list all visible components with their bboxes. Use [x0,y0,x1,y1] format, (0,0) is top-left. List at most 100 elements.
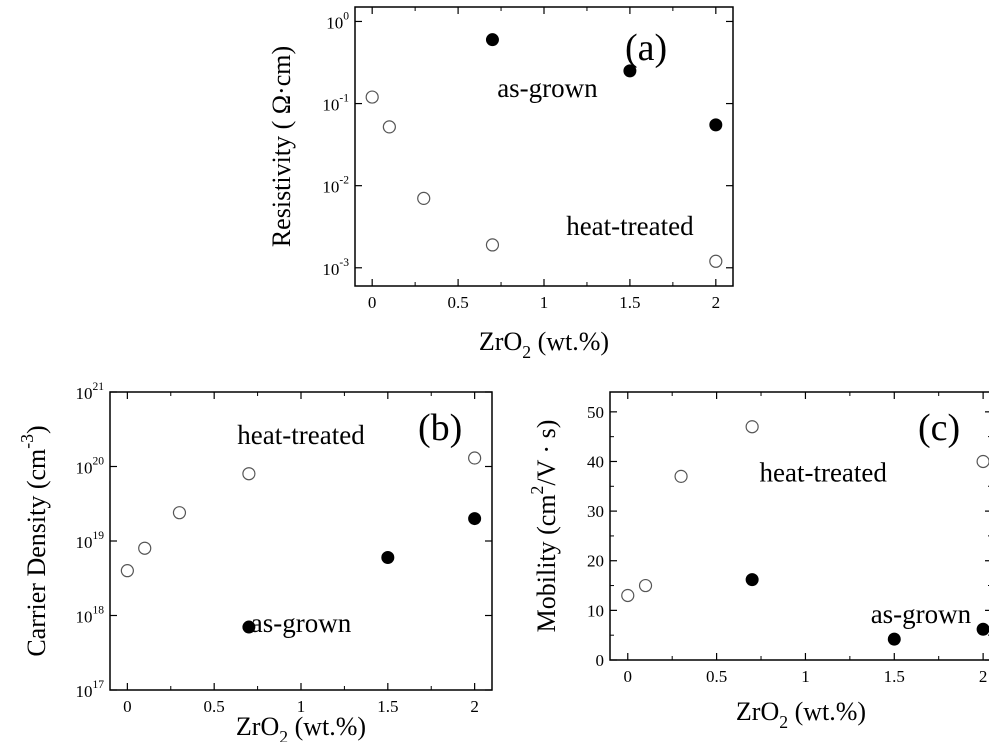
y-tick-label: 30 [587,502,604,521]
as-grown-point [468,512,482,526]
text-part: Carrier Density (cm [22,449,51,657]
plot-frame [609,391,989,661]
text-part: (wt.%) [531,327,609,356]
y-tick-label: 10-3​ [322,256,349,279]
text-part: 10 [75,459,92,478]
x-tick-label: 1 [801,667,810,686]
y-tick-label: 1017​ [75,678,104,701]
heat-treated-point [674,469,688,483]
text-part: (wt.%) [788,697,866,726]
panel-label: (a) [625,27,667,69]
text-part: 19 [92,529,104,542]
text-part: 2 [527,486,547,495]
x-tick-label: 1.5 [884,667,905,686]
y-axis-title: Resistivity ( Ω·cm) [267,46,296,247]
as-grown-point [242,620,256,634]
plot-frame [354,6,734,287]
x-tick-label: 2 [979,667,988,686]
heat-treated-point [485,238,500,252]
text-part: ZrO [479,327,522,356]
text-part: -1 [339,92,349,105]
chart-panel: 0 0.5 1 1.5 2 10-3​ 10-2​ 10-1​ 100​ ZrO2​ (wt.%)… [267,6,734,362]
series-annotation: as-grown [497,73,598,103]
text-part: /V · s) [532,420,561,486]
heat-treated-point [417,191,431,205]
text-part: 10 [75,608,92,627]
text-part: 2 [279,727,288,742]
text-part: -3 [17,434,37,449]
y-tick-label: 20 [587,552,604,571]
x-tick-label: 0 [123,697,132,716]
text-part: 10 [326,13,343,32]
x-tick-label: 1.5 [619,293,640,312]
text-part: 20 [92,455,104,468]
y-tick-label: 1020​ [75,455,104,478]
x-tick-label: 2 [470,697,479,716]
heat-treated-point [976,454,989,469]
text-part: -3 [339,256,349,269]
y-tick-label: 100​ [326,9,349,32]
text-part: 10 [322,96,339,115]
series-annotation: as-grown [251,608,352,638]
heat-treated-point [745,420,759,434]
series-annotation: heat-treated [566,211,694,241]
text-part: (wt.%) [288,712,366,741]
text-part: ZrO [736,697,779,726]
y-tick-label: 40 [587,452,604,471]
x-tick-label: 0.5 [706,667,727,686]
heat-treated-point [172,506,187,520]
x-tick-label: 2 [712,293,721,312]
heat-treated-point [120,564,134,578]
text-part: 2 [779,712,788,732]
text-part: 21 [92,380,104,393]
x-axis-title: ZrO2​ (wt.%) [236,712,366,742]
text-part: ) [22,425,51,434]
x-axis-title: ZrO2​ (wt.%) [479,327,609,362]
text-part: 0 [343,9,349,22]
text-part: 10 [322,260,339,279]
heat-treated-point [242,467,256,481]
y-tick-label: 10-1​ [322,92,349,115]
as-grown-point [887,632,901,646]
heat-treated-point [138,541,152,555]
x-tick-label: 1 [540,293,549,312]
x-tick-label: 0.5 [204,697,225,716]
panel-label: (b) [418,407,462,449]
chart-panel: 0 0.5 1 1.5 2 1017​ 1018​ 1019​ 1020​ 1021​ ZrO2​ … [17,380,493,742]
series-annotation: as-grown [871,599,972,629]
heat-treated-point [468,451,482,465]
as-grown-point [623,64,637,78]
text-part: 17 [92,678,104,691]
y-tick-label: 10-2​ [322,174,349,197]
panel-label: (c) [918,407,960,449]
text-part: Resistivity ( Ω·cm) [267,46,296,247]
as-grown-point [745,573,759,587]
heat-treated-point [638,578,653,593]
x-tick-label: 0 [624,667,633,686]
y-axis-title: Carrier Density (cm-3​) [17,425,51,656]
series-annotation: heat-treated [237,420,365,450]
heat-treated-point [709,254,723,268]
as-grown-point [976,622,989,636]
y-tick-label: 1021​ [75,380,104,403]
text-part: Mobility (cm [532,494,561,632]
y-tick-label: 50 [587,403,604,422]
as-grown-point [709,118,723,132]
text-part: -2 [339,174,349,187]
heat-treated-point [382,120,396,134]
x-tick-label: 1 [297,697,306,716]
text-part: 10 [322,178,339,197]
heat-treated-point [621,588,635,603]
y-tick-label: 0 [596,651,605,670]
text-part: 10 [75,682,92,701]
as-grown-point [381,551,395,565]
series-annotation: heat-treated [760,457,888,487]
y-tick-label: 1018​ [75,604,104,627]
text-part: 10 [75,533,92,552]
text-part: 2 [522,342,531,362]
as-grown-point [485,33,499,47]
y-tick-label: 10 [587,601,604,620]
x-tick-label: 1.5 [377,697,398,716]
